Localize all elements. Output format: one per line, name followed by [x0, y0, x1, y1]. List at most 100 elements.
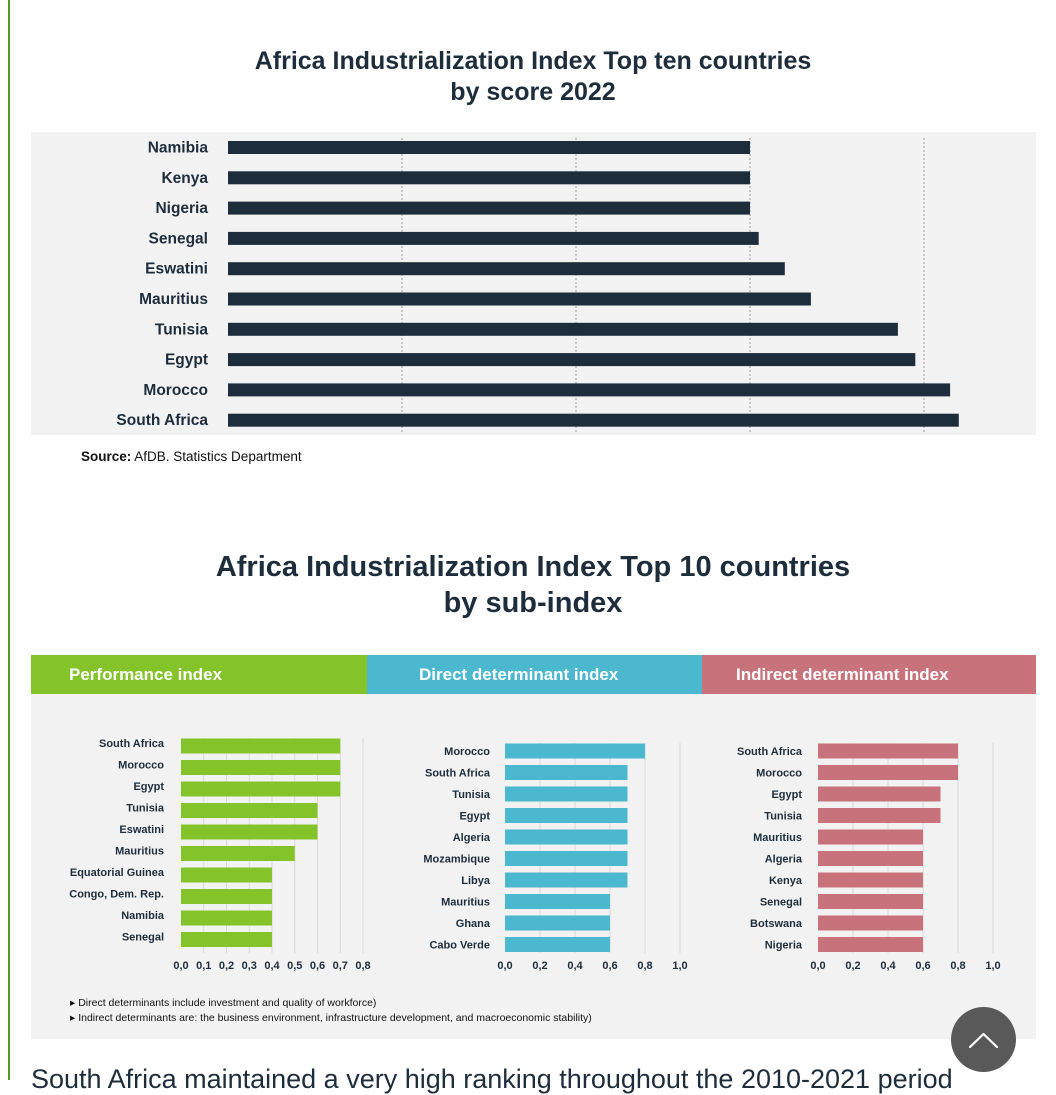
panel1-bar-ghana: [505, 915, 610, 931]
panel2-category-label: Nigeria: [765, 940, 803, 952]
panel2-bar-nigeria: [818, 937, 923, 952]
panel2-category-label: Botswana: [750, 918, 803, 930]
panel1-category-label: Tunisia: [452, 789, 491, 801]
panel1-category-label: Algeria: [453, 832, 491, 844]
note-direct-determinants: ▸ Direct determinants include investment…: [70, 997, 377, 1009]
panel2-category-label: Algeria: [765, 854, 803, 866]
panel0-tick-label: 0,8: [355, 960, 370, 972]
chart2-title-line1: Africa Industrialization Index Top 10 co…: [215, 551, 851, 583]
panel0-tick-label: 0,0: [173, 960, 188, 972]
panel0-tick-label: 0,4: [264, 960, 280, 972]
direct-determinant-index-header: Direct determinant index: [367, 655, 702, 694]
panel2-tick-label: 1,0: [985, 960, 1000, 972]
panel2-bar-botswana: [818, 915, 923, 931]
panel0-category-label: Namibia: [121, 910, 165, 922]
left-accent-rule: [8, 0, 10, 1080]
category-label: Nigeria: [155, 200, 208, 217]
bar-tunisia: [228, 322, 898, 336]
panel1-tick-label: 0,2: [532, 960, 547, 972]
panel0-bar-equatorial-guinea: [181, 867, 272, 883]
panel1-bar-mozambique: [505, 851, 628, 866]
panel0-category-label: Morocco: [118, 760, 164, 772]
chart1-source: Source: AfDB. Statistics Department: [81, 449, 302, 464]
bar-egypt: [228, 353, 916, 367]
scroll-to-top-button[interactable]: [951, 1007, 1016, 1072]
category-label: Egypt: [165, 352, 208, 369]
panel1-category-label: Mozambique: [423, 854, 490, 866]
panel1-tick-label: 0,8: [637, 960, 652, 972]
panel0-bar-congo-dem-rep-: [181, 889, 272, 904]
panel2-bar-tunisia: [818, 808, 941, 823]
chart2-title-line2: by sub-index: [443, 587, 623, 619]
panel0-bar-mauritius: [181, 846, 295, 861]
panel1-tick-label: 0,0: [497, 960, 512, 972]
indirect-determinant-index-header: Indirect determinant index: [702, 655, 1036, 694]
category-label: Tunisia: [155, 321, 208, 338]
panel1-category-label: Mauritius: [441, 897, 490, 909]
panel0-bar-eswatini: [181, 824, 318, 840]
panel0-category-label: Senegal: [122, 932, 164, 944]
panel2-category-label: Kenya: [769, 875, 803, 887]
panel2-bar-senegal: [818, 894, 923, 909]
panel2-tick-label: 0,2: [845, 960, 860, 972]
panel1-category-label: Ghana: [456, 918, 491, 930]
panel1-bar-algeria: [505, 829, 628, 845]
category-label: South Africa: [116, 412, 208, 429]
panel1-bar-egypt: [505, 808, 628, 823]
panel2-bar-morocco: [818, 765, 958, 780]
panel0-category-label: Mauritius: [115, 846, 164, 858]
panel1-category-label: Egypt: [459, 811, 490, 823]
panel0-category-label: Equatorial Guinea: [70, 867, 165, 879]
chart1-title-line1: Africa Industrialization Index Top ten c…: [254, 47, 812, 75]
panel0-tick-label: 0,6: [310, 960, 325, 972]
panel2-tick-label: 0,0: [810, 960, 825, 972]
panel0-category-label: Congo, Dem. Rep.: [69, 889, 164, 901]
panel0-bar-senegal: [181, 932, 272, 947]
panel0-bar-tunisia: [181, 803, 318, 818]
source-label: Source:: [81, 449, 132, 464]
panel2-category-label: Senegal: [760, 897, 802, 909]
bar-eswatini: [228, 262, 785, 276]
panel1-tick-label: 0,4: [567, 960, 583, 972]
chart2-title: Africa Industrialization Index Top 10 co…: [0, 549, 1056, 621]
panel2-tick-label: 0,6: [915, 960, 930, 972]
panel2-category-label: Mauritius: [753, 832, 802, 844]
panel1-bar-tunisia: [505, 786, 628, 802]
bar-kenya: [228, 171, 750, 185]
source-text: AfDB. Statistics Department: [134, 449, 302, 464]
panel2-tick-label: 0,8: [950, 960, 965, 972]
panel0-category-label: Tunisia: [126, 803, 165, 815]
panel0-category-label: Egypt: [133, 781, 164, 793]
panel2-category-label: South Africa: [737, 746, 803, 758]
panel0-bar-namibia: [181, 910, 272, 926]
panel0-tick-label: 0,3: [242, 960, 257, 972]
bar-morocco: [228, 383, 951, 397]
panel1-category-label: Morocco: [444, 746, 490, 758]
performance-index-header: Performance index: [31, 655, 367, 694]
panel2-category-label: Egypt: [771, 789, 802, 801]
panel2-bar-south-africa: [818, 743, 958, 759]
panel1-bar-libya: [505, 872, 628, 888]
chart1-title-line2: by score 2022: [450, 78, 616, 106]
panel2-bar-algeria: [818, 851, 923, 866]
bar-senegal: [228, 231, 759, 245]
panel1-bar-morocco: [505, 743, 645, 759]
panel0-tick-label: 0,5: [287, 960, 302, 972]
panel2-bar-mauritius: [818, 829, 923, 845]
category-label: Senegal: [149, 230, 208, 247]
panel2-category-label: Tunisia: [764, 811, 803, 823]
panel0-bar-morocco: [181, 760, 341, 775]
panel0-category-label: South Africa: [99, 738, 165, 750]
category-label: Mauritius: [139, 291, 208, 308]
bar-namibia: [228, 141, 750, 154]
panel1-bar-cabo-verde: [505, 937, 610, 952]
category-label: Kenya: [161, 170, 208, 187]
category-label: Namibia: [148, 140, 209, 157]
panel0-tick-label: 0,7: [333, 960, 348, 972]
panel2-bar-egypt: [818, 786, 941, 802]
panel2-category-label: Morocco: [756, 768, 802, 780]
bar-nigeria: [228, 201, 750, 215]
panel0-category-label: Eswatini: [119, 824, 164, 836]
